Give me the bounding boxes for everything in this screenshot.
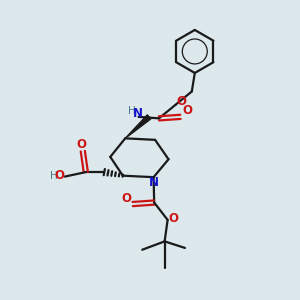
- Text: O: O: [76, 138, 86, 151]
- Text: N: N: [149, 176, 159, 189]
- Text: O: O: [169, 212, 178, 225]
- Text: O: O: [122, 192, 132, 205]
- Text: O: O: [176, 95, 186, 108]
- Text: H: H: [128, 106, 136, 116]
- Text: O: O: [55, 169, 64, 182]
- Text: H: H: [50, 171, 57, 181]
- Text: O: O: [182, 104, 192, 117]
- Text: N: N: [133, 107, 143, 120]
- Polygon shape: [125, 115, 151, 138]
